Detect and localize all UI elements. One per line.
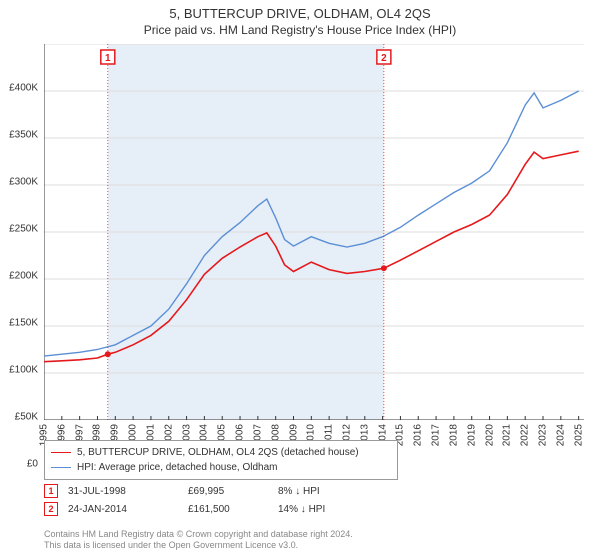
x-tick-label: 2018 — [448, 424, 459, 446]
y-tick-label: £0 — [0, 459, 38, 470]
footer-line: This data is licensed under the Open Gov… — [44, 540, 353, 552]
sales-list: 1 31-JUL-1998 £69,995 8% ↓ HPI 2 24-JAN-… — [44, 482, 325, 518]
x-tick-label: 2017 — [431, 424, 442, 446]
sale-price: £161,500 — [188, 504, 268, 515]
legend-swatch — [51, 467, 71, 468]
sale-row: 1 31-JUL-1998 £69,995 8% ↓ HPI — [44, 482, 325, 500]
x-tick-label: 2023 — [538, 424, 549, 446]
chart-svg: 12 — [44, 44, 584, 420]
legend-swatch — [51, 452, 71, 453]
x-tick-label: 2019 — [466, 424, 477, 446]
y-tick-label: £50K — [0, 412, 38, 423]
sale-delta: 14% ↓ HPI — [278, 504, 325, 515]
footer: Contains HM Land Registry data © Crown c… — [44, 529, 353, 552]
legend: 5, BUTTERCUP DRIVE, OLDHAM, OL4 2QS (det… — [44, 440, 398, 480]
x-tick-label: 2020 — [484, 424, 495, 446]
sale-date: 24-JAN-2014 — [68, 504, 178, 515]
legend-label: 5, BUTTERCUP DRIVE, OLDHAM, OL4 2QS (det… — [77, 445, 359, 460]
y-tick-label: £350K — [0, 130, 38, 141]
x-tick-label: 2022 — [520, 424, 531, 446]
page-subtitle: Price paid vs. HM Land Registry's House … — [0, 21, 600, 37]
y-tick-label: £150K — [0, 318, 38, 329]
sale-marker-icon: 1 — [44, 484, 58, 498]
legend-label: HPI: Average price, detached house, Oldh… — [77, 460, 278, 475]
sale-row: 2 24-JAN-2014 £161,500 14% ↓ HPI — [44, 500, 325, 518]
sale-marker-icon: 2 — [44, 502, 58, 516]
legend-item: HPI: Average price, detached house, Oldh… — [51, 460, 391, 475]
sale-price: £69,995 — [188, 486, 268, 497]
x-tick-label: 2021 — [502, 424, 513, 446]
x-tick-label: 2016 — [413, 424, 424, 446]
sale-date: 31-JUL-1998 — [68, 486, 178, 497]
svg-text:1: 1 — [105, 53, 111, 64]
x-tick-label: 2025 — [573, 424, 584, 446]
page-title: 5, BUTTERCUP DRIVE, OLDHAM, OL4 2QS — [0, 0, 600, 21]
y-tick-label: £200K — [0, 271, 38, 282]
y-tick-label: £250K — [0, 224, 38, 235]
sale-delta: 8% ↓ HPI — [278, 486, 320, 497]
svg-text:2: 2 — [381, 53, 387, 64]
y-tick-label: £300K — [0, 177, 38, 188]
x-tick-label: 2024 — [555, 424, 566, 446]
legend-item: 5, BUTTERCUP DRIVE, OLDHAM, OL4 2QS (det… — [51, 445, 391, 460]
footer-line: Contains HM Land Registry data © Crown c… — [44, 529, 353, 541]
y-tick-label: £100K — [0, 365, 38, 376]
price-chart: 12 £0£50K£100K£150K£200K£250K£300K£350K£… — [44, 44, 584, 420]
y-tick-label: £400K — [0, 83, 38, 94]
